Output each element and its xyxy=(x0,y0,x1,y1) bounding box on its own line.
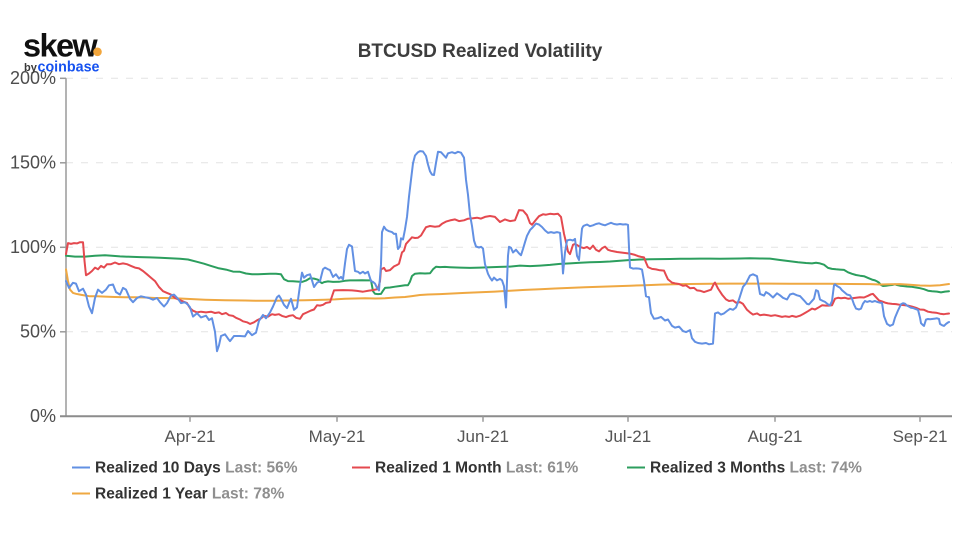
svg-text:0%: 0% xyxy=(30,406,56,426)
svg-text:Realized 1 Month Last: 61%: Realized 1 Month Last: 61% xyxy=(375,460,578,477)
svg-text:by: by xyxy=(24,62,38,74)
svg-text:50%: 50% xyxy=(20,321,56,341)
svg-text:200%: 200% xyxy=(10,68,56,88)
svg-text:100%: 100% xyxy=(10,237,56,257)
svg-text:150%: 150% xyxy=(10,152,56,172)
svg-text:May-21: May-21 xyxy=(309,427,366,446)
svg-text:Aug-21: Aug-21 xyxy=(748,427,803,446)
svg-text:BTCUSD Realized Volatility: BTCUSD Realized Volatility xyxy=(358,41,603,62)
svg-text:Sep-21: Sep-21 xyxy=(893,427,948,446)
svg-text:Realized 1 Year Last: 78%: Realized 1 Year Last: 78% xyxy=(95,486,284,503)
svg-text:skew: skew xyxy=(23,28,98,64)
svg-text:Jul-21: Jul-21 xyxy=(605,427,651,446)
svg-text:Apr-21: Apr-21 xyxy=(164,427,215,446)
svg-text:Realized 3 Months Last: 74%: Realized 3 Months Last: 74% xyxy=(650,460,862,477)
svg-text:Realized 10 Days Last: 56%: Realized 10 Days Last: 56% xyxy=(95,460,298,477)
svg-text:coinbase: coinbase xyxy=(38,60,100,76)
svg-text:Jun-21: Jun-21 xyxy=(457,427,509,446)
